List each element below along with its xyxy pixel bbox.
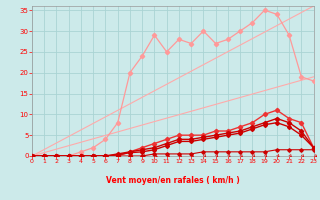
X-axis label: Vent moyen/en rafales ( km/h ): Vent moyen/en rafales ( km/h ) bbox=[106, 176, 240, 185]
